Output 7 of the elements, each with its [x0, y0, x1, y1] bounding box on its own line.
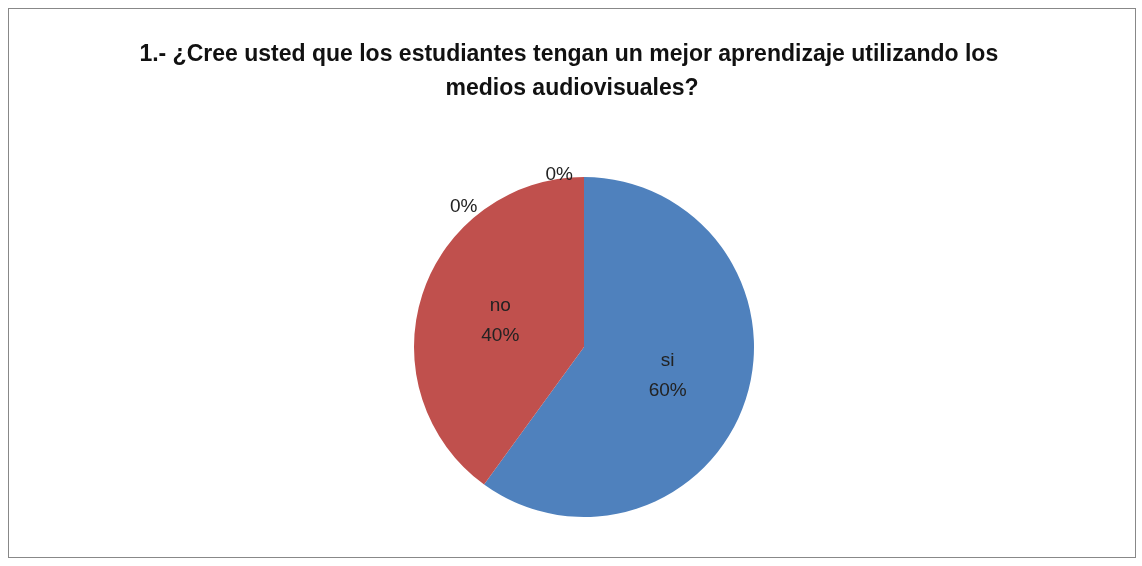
text: 0%: [449, 194, 478, 216]
data-label: 60%: [648, 378, 687, 400]
slice-label: no: [489, 294, 511, 316]
chart-title: 1.- ¿Cree usted que los estudiantes tengan un mejor aprendizaje utilizando los medios audiovisuales?: [139, 40, 1005, 100]
text: 0%: [545, 162, 573, 184]
slice-label: si: [660, 348, 675, 370]
data-label: 40%: [481, 324, 520, 346]
